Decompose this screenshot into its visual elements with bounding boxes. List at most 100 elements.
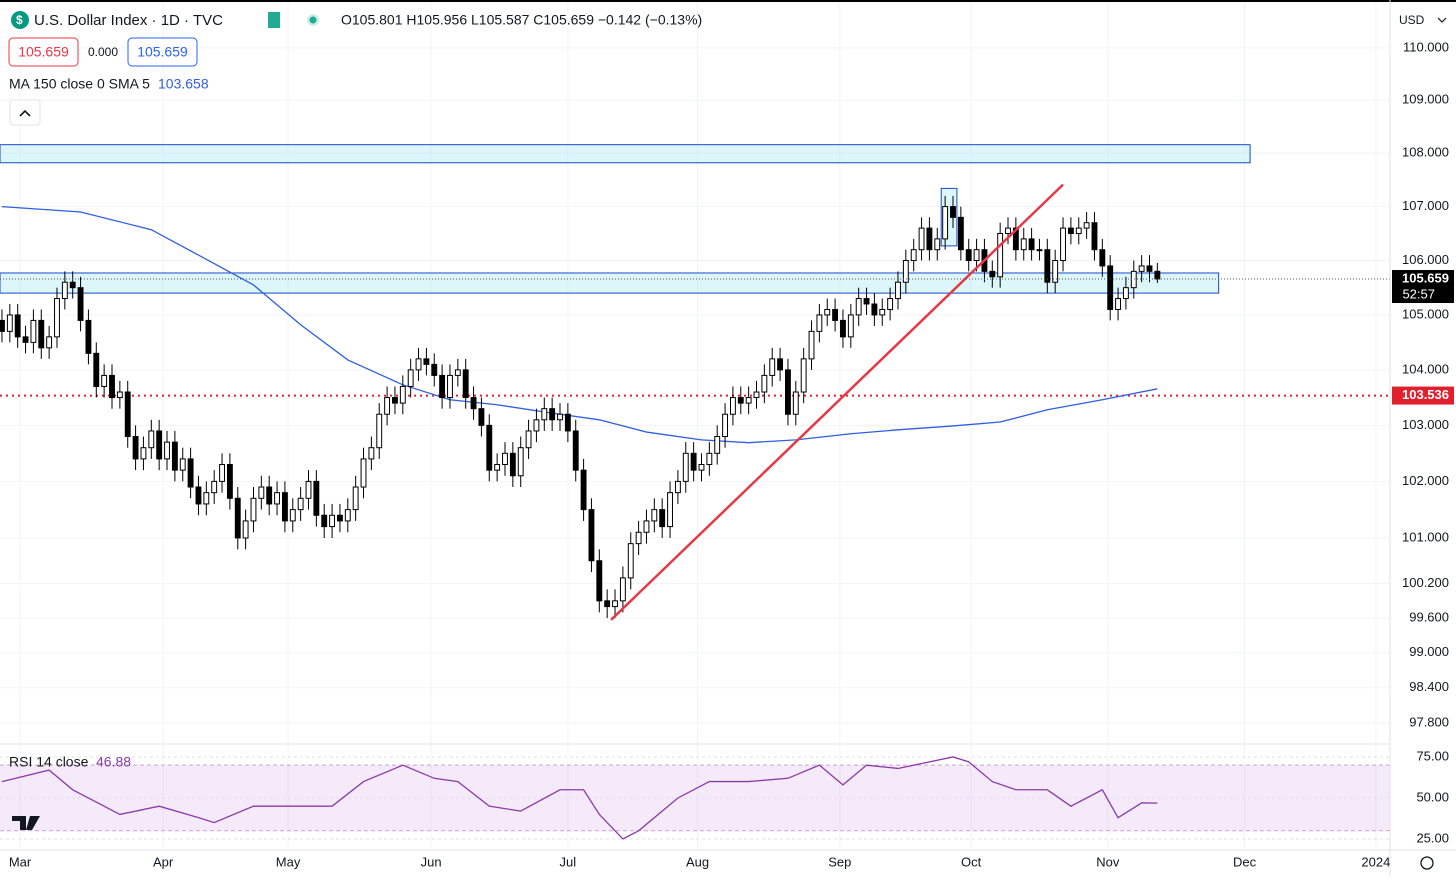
x-tick-label: Mar bbox=[9, 854, 32, 869]
candle-body bbox=[525, 430, 532, 449]
candle-body bbox=[957, 216, 964, 251]
candle-body bbox=[596, 560, 603, 602]
candle-body bbox=[1083, 222, 1090, 229]
candle-body bbox=[502, 452, 508, 466]
rsi-tick-label: 25.00 bbox=[1416, 830, 1449, 845]
candle-body bbox=[470, 397, 477, 410]
candle-body bbox=[486, 424, 493, 471]
candle-body bbox=[1060, 227, 1066, 262]
candle-body bbox=[156, 430, 163, 460]
candle-body bbox=[895, 281, 901, 300]
candle-body bbox=[698, 464, 705, 471]
candle-body bbox=[557, 413, 563, 421]
currency[interactable]: USD bbox=[1399, 13, 1425, 27]
candle-body bbox=[580, 469, 587, 511]
candle-body bbox=[6, 314, 13, 332]
candle-body bbox=[682, 452, 689, 482]
currency-caret bbox=[1437, 17, 1447, 23]
candle-body bbox=[297, 497, 304, 511]
candle-body bbox=[879, 308, 886, 316]
candle-body bbox=[1099, 249, 1106, 267]
candle-body bbox=[840, 319, 846, 338]
candle-body bbox=[533, 419, 540, 432]
candle-body bbox=[753, 391, 760, 399]
candle-body bbox=[572, 430, 579, 471]
candle-body bbox=[187, 458, 194, 488]
candle-body bbox=[541, 408, 548, 421]
candle-body bbox=[549, 408, 556, 421]
candle-body bbox=[478, 408, 485, 426]
candle-body bbox=[612, 600, 618, 608]
indicator-label: MA 150 close 0 SMA 5 bbox=[9, 76, 150, 92]
candle-body bbox=[447, 374, 453, 399]
candle-body bbox=[1028, 238, 1035, 251]
ohlc-values: O105.801 H105.956 L105.587 C105.659 −0.1… bbox=[341, 12, 702, 28]
candle-body bbox=[1020, 238, 1027, 251]
candle-body bbox=[902, 260, 909, 283]
x-tick-label: Dec bbox=[1233, 854, 1257, 869]
candle-body bbox=[926, 227, 933, 251]
candle-body bbox=[203, 492, 210, 505]
axes-layer: 110.000 109.000 108.000 107.000 106.000 105.0… bbox=[9, 39, 1454, 869]
candle-body bbox=[1067, 227, 1074, 234]
symbol-icon-glyph: $ bbox=[16, 13, 23, 27]
candle-body bbox=[250, 497, 257, 522]
candle-body bbox=[132, 436, 139, 460]
candle-body bbox=[643, 520, 650, 533]
y-tick-label: 106.000 bbox=[1402, 252, 1449, 267]
candle-body bbox=[376, 413, 383, 449]
candle-body bbox=[46, 336, 53, 349]
flag-icon[interactable] bbox=[268, 12, 280, 28]
zone bbox=[0, 272, 1220, 294]
symbol-title: U.S. Dollar Index · 1D · TVC bbox=[34, 12, 223, 29]
candle-body bbox=[234, 497, 241, 539]
candle-body bbox=[352, 486, 359, 511]
candle-body bbox=[619, 577, 626, 602]
y-tick-label: 103.000 bbox=[1402, 417, 1449, 432]
candle-body bbox=[777, 358, 784, 371]
candle-body bbox=[336, 514, 343, 522]
candle-body bbox=[934, 238, 941, 251]
y-tick-label: 99.000 bbox=[1409, 644, 1449, 659]
candle-body bbox=[1005, 227, 1011, 234]
candle-body bbox=[667, 492, 673, 528]
candle-body bbox=[847, 314, 854, 338]
candle-body bbox=[289, 509, 296, 522]
candle-body bbox=[1036, 249, 1043, 252]
x-tick-label: Aug bbox=[686, 854, 709, 869]
candle-body bbox=[77, 287, 84, 321]
x-tick-label: 2024 bbox=[1361, 854, 1390, 869]
candle-body bbox=[219, 464, 225, 482]
candle-body bbox=[93, 352, 100, 387]
candle-body bbox=[761, 374, 768, 393]
buy-price: 105.659 bbox=[137, 44, 188, 60]
x-tick-label: May bbox=[276, 854, 301, 869]
candle-body bbox=[407, 369, 414, 387]
candle-body bbox=[769, 358, 776, 376]
candle-body bbox=[101, 374, 108, 387]
candle-body bbox=[832, 308, 839, 321]
support-label: 103.536 bbox=[1402, 387, 1449, 402]
settings-icon[interactable] bbox=[1420, 856, 1434, 870]
candle-body bbox=[54, 298, 60, 338]
candle-body bbox=[69, 281, 76, 289]
y-tick-label: 108.000 bbox=[1402, 145, 1449, 160]
collapse-icon bbox=[19, 109, 31, 117]
candle-body bbox=[462, 369, 469, 399]
last-price-tag bbox=[1392, 270, 1454, 304]
candle-body bbox=[1044, 249, 1051, 283]
sell-button[interactable] bbox=[8, 37, 79, 67]
candle-body bbox=[423, 358, 430, 365]
candle-body bbox=[808, 330, 815, 360]
buy-button[interactable] bbox=[127, 37, 198, 67]
tradingview-logo[interactable] bbox=[12, 816, 40, 830]
y-tick-label: 98.400 bbox=[1409, 679, 1449, 694]
candle-body bbox=[415, 358, 422, 371]
spread: 0.000 bbox=[88, 45, 118, 59]
collapse-button[interactable] bbox=[9, 99, 41, 126]
candle-body bbox=[706, 452, 713, 466]
trendline bbox=[610, 183, 1064, 621]
candle-body bbox=[674, 480, 681, 494]
candle-body bbox=[1052, 260, 1059, 283]
